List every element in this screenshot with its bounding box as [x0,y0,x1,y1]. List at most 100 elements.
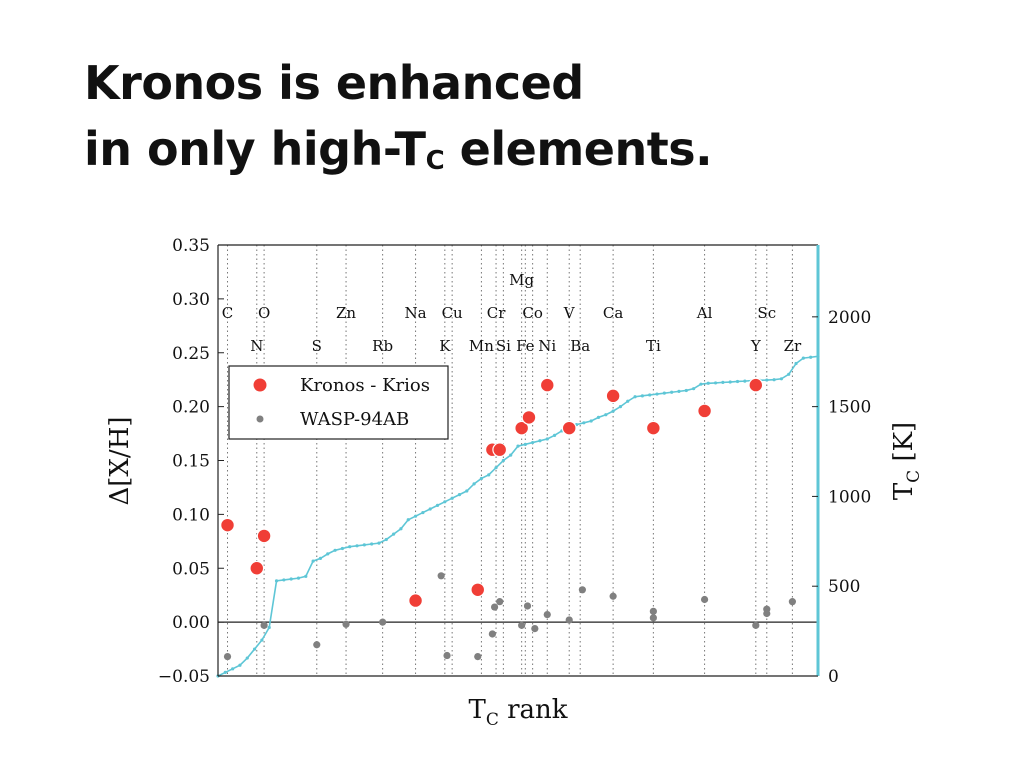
wasp-point [488,630,496,638]
tc-curve-point [355,544,359,548]
wasp-point [609,592,617,600]
tc-curve-point [640,394,644,398]
tc-curve-point [604,413,608,417]
element-label-ca: Ca [603,304,623,322]
tc-curve-point [296,576,301,580]
wasp-point [649,607,657,615]
tc-curve-point [406,518,410,522]
element-label-fe: Fe [516,337,535,355]
wasp-point [496,598,504,606]
tc-curve-point [531,440,535,445]
element-label-rb: Rb [372,337,393,355]
element-label-s: S [312,337,322,355]
tc-curve-point [260,638,264,642]
element-label-v: V [563,304,576,322]
tc-curve-point [538,439,542,443]
tc-curve-point [801,356,805,360]
tc-curve-point [282,578,286,582]
tc-curve-point [435,503,440,507]
tc-curve-point [472,482,476,486]
y-tick-label: 0.20 [172,398,210,418]
wasp-point [565,616,573,624]
wasp-point [700,595,709,604]
tc-curve-point [465,489,469,493]
tc-curve-point [311,559,315,563]
tc-curve-point [516,444,520,448]
kronos-point [539,377,555,393]
tc-curve-point [443,500,447,504]
kronos-point [561,420,577,436]
title-line-2: in only high-TC elements. [84,116,713,194]
tc-curve-point [618,405,623,409]
wasp-point [490,603,499,611]
tc-curve-point [340,546,344,551]
tc-curve-point [670,390,674,394]
y-axis-ticks: −0.05 0.00 0.05 0.10 0.15 0.20 0.25 0.30 0.35 [158,236,224,687]
wasp-point [437,572,445,580]
wasp-point [649,614,657,622]
tc-curve-point [326,552,330,556]
element-label-al: Al [696,304,713,322]
tc-curve-point [655,392,659,396]
tc-curve-point [333,548,337,552]
tc-curve-point [728,380,732,384]
tc-curve-point [392,532,396,536]
legend-marker-kronos [252,377,268,393]
tc-curve-point [743,379,747,383]
title-line-2-sub: C [425,146,445,176]
tc-curve-point [545,437,549,441]
kronos-point [220,517,235,533]
element-label-mg: Mg [509,271,534,289]
tc-curve-point [509,453,513,457]
tc-curve-point [809,355,813,359]
tc-curve-point [252,647,257,651]
wasp-point [543,610,551,619]
tc-curve-point [713,381,718,385]
y-tick-label: 0.00 [172,613,210,633]
element-label-cu: Cu [442,304,463,322]
tc-curve-point [223,670,227,675]
tc-curve-point [238,663,242,667]
element-label-n: N [250,337,263,355]
y-tick-label: −0.05 [158,667,210,687]
tc-curve-point [699,382,703,386]
title-line-1: Kronos is enhanced [84,56,584,110]
element-label-sc: Sc [757,304,776,322]
kronos-point [249,560,265,576]
kronos-points-group [220,377,764,608]
tc-curve-point [304,574,308,578]
kronos-point [470,582,486,598]
element-label-na: Na [405,304,427,322]
tc-curve-point [794,361,798,366]
tc-curve-point [348,545,352,549]
kronos-point [256,528,272,544]
tc-curve-point [318,556,323,560]
tc-curve-point [633,395,637,399]
x-axis-title: TC rank [468,695,567,730]
legend-marker-wasp [256,415,264,423]
tc-curve-point [662,391,666,395]
kronos-point [492,442,508,458]
y-tick-label: 0.30 [172,290,210,310]
tc-curve-point [384,537,388,542]
tc-curve-point [692,387,696,391]
tc-curve-point [677,389,681,393]
wasp-point [531,624,539,633]
legend-label-wasp: WASP-94AB [300,409,409,430]
wasp-point [763,609,771,618]
element-label-si: Si [496,337,511,355]
y-tick-label: 0.15 [172,452,210,472]
element-label-co: Co [522,304,543,322]
element-label-zr: Zr [784,337,802,355]
wasp-point [788,598,796,606]
tc-curve-point [523,442,527,446]
tc-curve-point [479,476,484,481]
tc-curve-point [231,667,235,671]
tc-curve-point [399,527,403,531]
tc-curve-point [428,507,432,511]
legend-label-kronos: Kronos - Krios [300,375,430,396]
wasp-point [523,602,532,610]
kronos-point [521,410,537,425]
element-label-y: Y [750,337,762,355]
